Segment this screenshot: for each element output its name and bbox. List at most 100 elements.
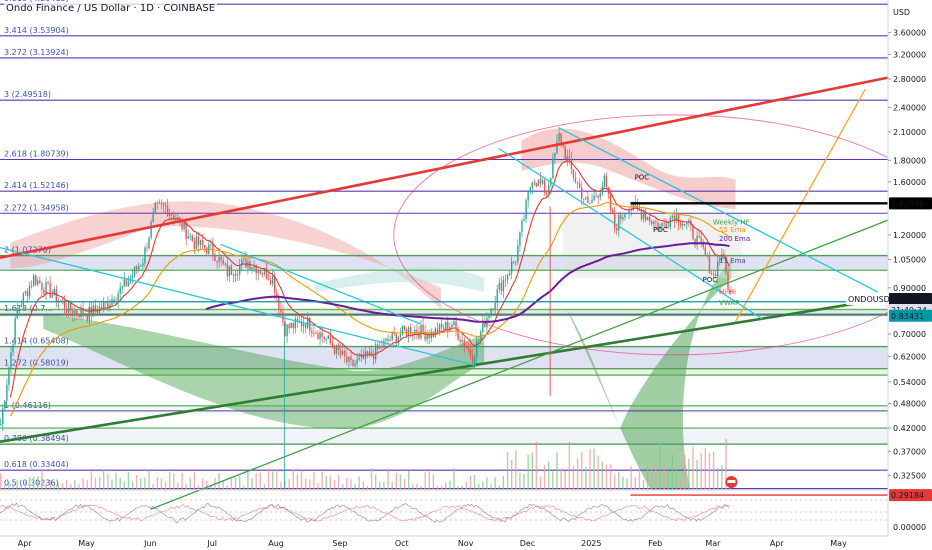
candle-body bbox=[339, 350, 342, 355]
price-tag-level-b-text: 0.83431 bbox=[891, 312, 924, 321]
volume-bar bbox=[490, 484, 492, 490]
volume-bar bbox=[721, 465, 723, 490]
volume-bar bbox=[374, 474, 377, 490]
volume-bar bbox=[57, 483, 60, 490]
candle-body bbox=[714, 274, 717, 277]
candle-body bbox=[442, 327, 445, 330]
volume-bar bbox=[552, 471, 554, 490]
candle-body bbox=[41, 283, 43, 290]
volume-bar bbox=[684, 454, 686, 490]
mid-cloud bbox=[315, 267, 485, 292]
volume-bar bbox=[531, 452, 533, 490]
candle-body bbox=[24, 291, 27, 294]
candle-body bbox=[249, 261, 251, 270]
candle-body bbox=[271, 276, 274, 284]
candle-body bbox=[436, 328, 439, 334]
volume-bar bbox=[630, 466, 632, 490]
candle-body bbox=[263, 268, 266, 274]
candle-body bbox=[152, 212, 154, 223]
volume-bar bbox=[230, 477, 233, 490]
volume-bar bbox=[346, 477, 348, 490]
volume-bar bbox=[572, 466, 575, 490]
candle-body bbox=[356, 359, 358, 364]
chart-label-poc_2: POC bbox=[653, 226, 668, 234]
candle-body bbox=[117, 293, 119, 302]
zone-band bbox=[0, 368, 888, 376]
candle-body bbox=[447, 322, 449, 331]
time-tick-label: May bbox=[830, 539, 847, 548]
volume-bar bbox=[403, 478, 406, 490]
symbol-tag-text: ONDOUSD bbox=[848, 295, 890, 304]
candle-body bbox=[659, 226, 661, 230]
candle-body bbox=[653, 221, 655, 225]
candle-body bbox=[131, 275, 134, 278]
candle-body bbox=[175, 219, 177, 221]
candle-body bbox=[346, 356, 348, 362]
candle-body bbox=[294, 318, 297, 329]
candle-body bbox=[63, 301, 66, 309]
volume-bar bbox=[107, 473, 109, 490]
price-tag-level-b bbox=[889, 309, 932, 322]
price-tick-label: 1.80000 bbox=[893, 156, 926, 165]
volume-bar bbox=[469, 475, 472, 490]
candle-body bbox=[321, 332, 323, 337]
volume-bar bbox=[412, 484, 414, 490]
candle-body bbox=[721, 253, 723, 260]
volume-bar bbox=[589, 448, 591, 490]
fib-level-label: 3.414 (3.53904) bbox=[4, 26, 69, 35]
volume-bar bbox=[288, 479, 290, 490]
candle-body bbox=[475, 341, 478, 358]
volume-bar bbox=[696, 459, 698, 490]
candle-body bbox=[451, 325, 453, 328]
candle-body bbox=[8, 367, 10, 385]
volume-bar bbox=[70, 483, 72, 490]
candle-body bbox=[585, 197, 587, 200]
candle-body bbox=[220, 256, 222, 261]
candle-body bbox=[162, 203, 165, 205]
candle-body bbox=[20, 304, 23, 307]
candle-body bbox=[317, 333, 319, 340]
candle-body bbox=[133, 266, 136, 276]
candle-body bbox=[232, 274, 235, 276]
chart-label-hi_hi: Hi-Hi bbox=[719, 288, 736, 296]
volume-bar bbox=[560, 468, 562, 490]
volume-bar bbox=[313, 471, 315, 490]
candle-body bbox=[154, 202, 156, 213]
candle-body bbox=[70, 302, 72, 311]
candle-body bbox=[354, 363, 356, 366]
volume-bar bbox=[618, 471, 620, 490]
volume-bar bbox=[263, 484, 266, 490]
volume-bar bbox=[692, 446, 694, 490]
volume-bar bbox=[144, 477, 146, 490]
time-tick-label: Oct bbox=[395, 539, 409, 548]
candle-body bbox=[642, 213, 645, 220]
volume-bar bbox=[510, 459, 513, 490]
candle-body bbox=[698, 235, 700, 238]
volume-bar bbox=[663, 463, 665, 490]
fib-level-label: 2 (1.07270) bbox=[4, 246, 51, 255]
candle-body bbox=[267, 279, 270, 281]
candle-body bbox=[12, 344, 14, 353]
candle-body bbox=[706, 254, 709, 256]
volume-bar bbox=[395, 472, 397, 490]
volume-bar bbox=[111, 479, 113, 490]
volume-bar bbox=[280, 481, 282, 490]
candle-body bbox=[160, 202, 163, 204]
volume-bar bbox=[226, 485, 229, 490]
candle-body bbox=[453, 321, 455, 326]
candle-body bbox=[401, 326, 404, 335]
volume-bar bbox=[387, 468, 389, 490]
volume-bar bbox=[370, 468, 373, 490]
price-tag-level-a bbox=[889, 197, 932, 210]
candle-body bbox=[109, 304, 111, 309]
candle-body bbox=[306, 317, 309, 328]
candle-body bbox=[288, 324, 290, 329]
volume-bar bbox=[271, 471, 274, 490]
candle-body bbox=[694, 239, 696, 245]
candle-body bbox=[105, 302, 107, 304]
volume-bar bbox=[527, 454, 529, 490]
candle-body bbox=[146, 247, 148, 249]
volume-bar bbox=[391, 481, 393, 490]
